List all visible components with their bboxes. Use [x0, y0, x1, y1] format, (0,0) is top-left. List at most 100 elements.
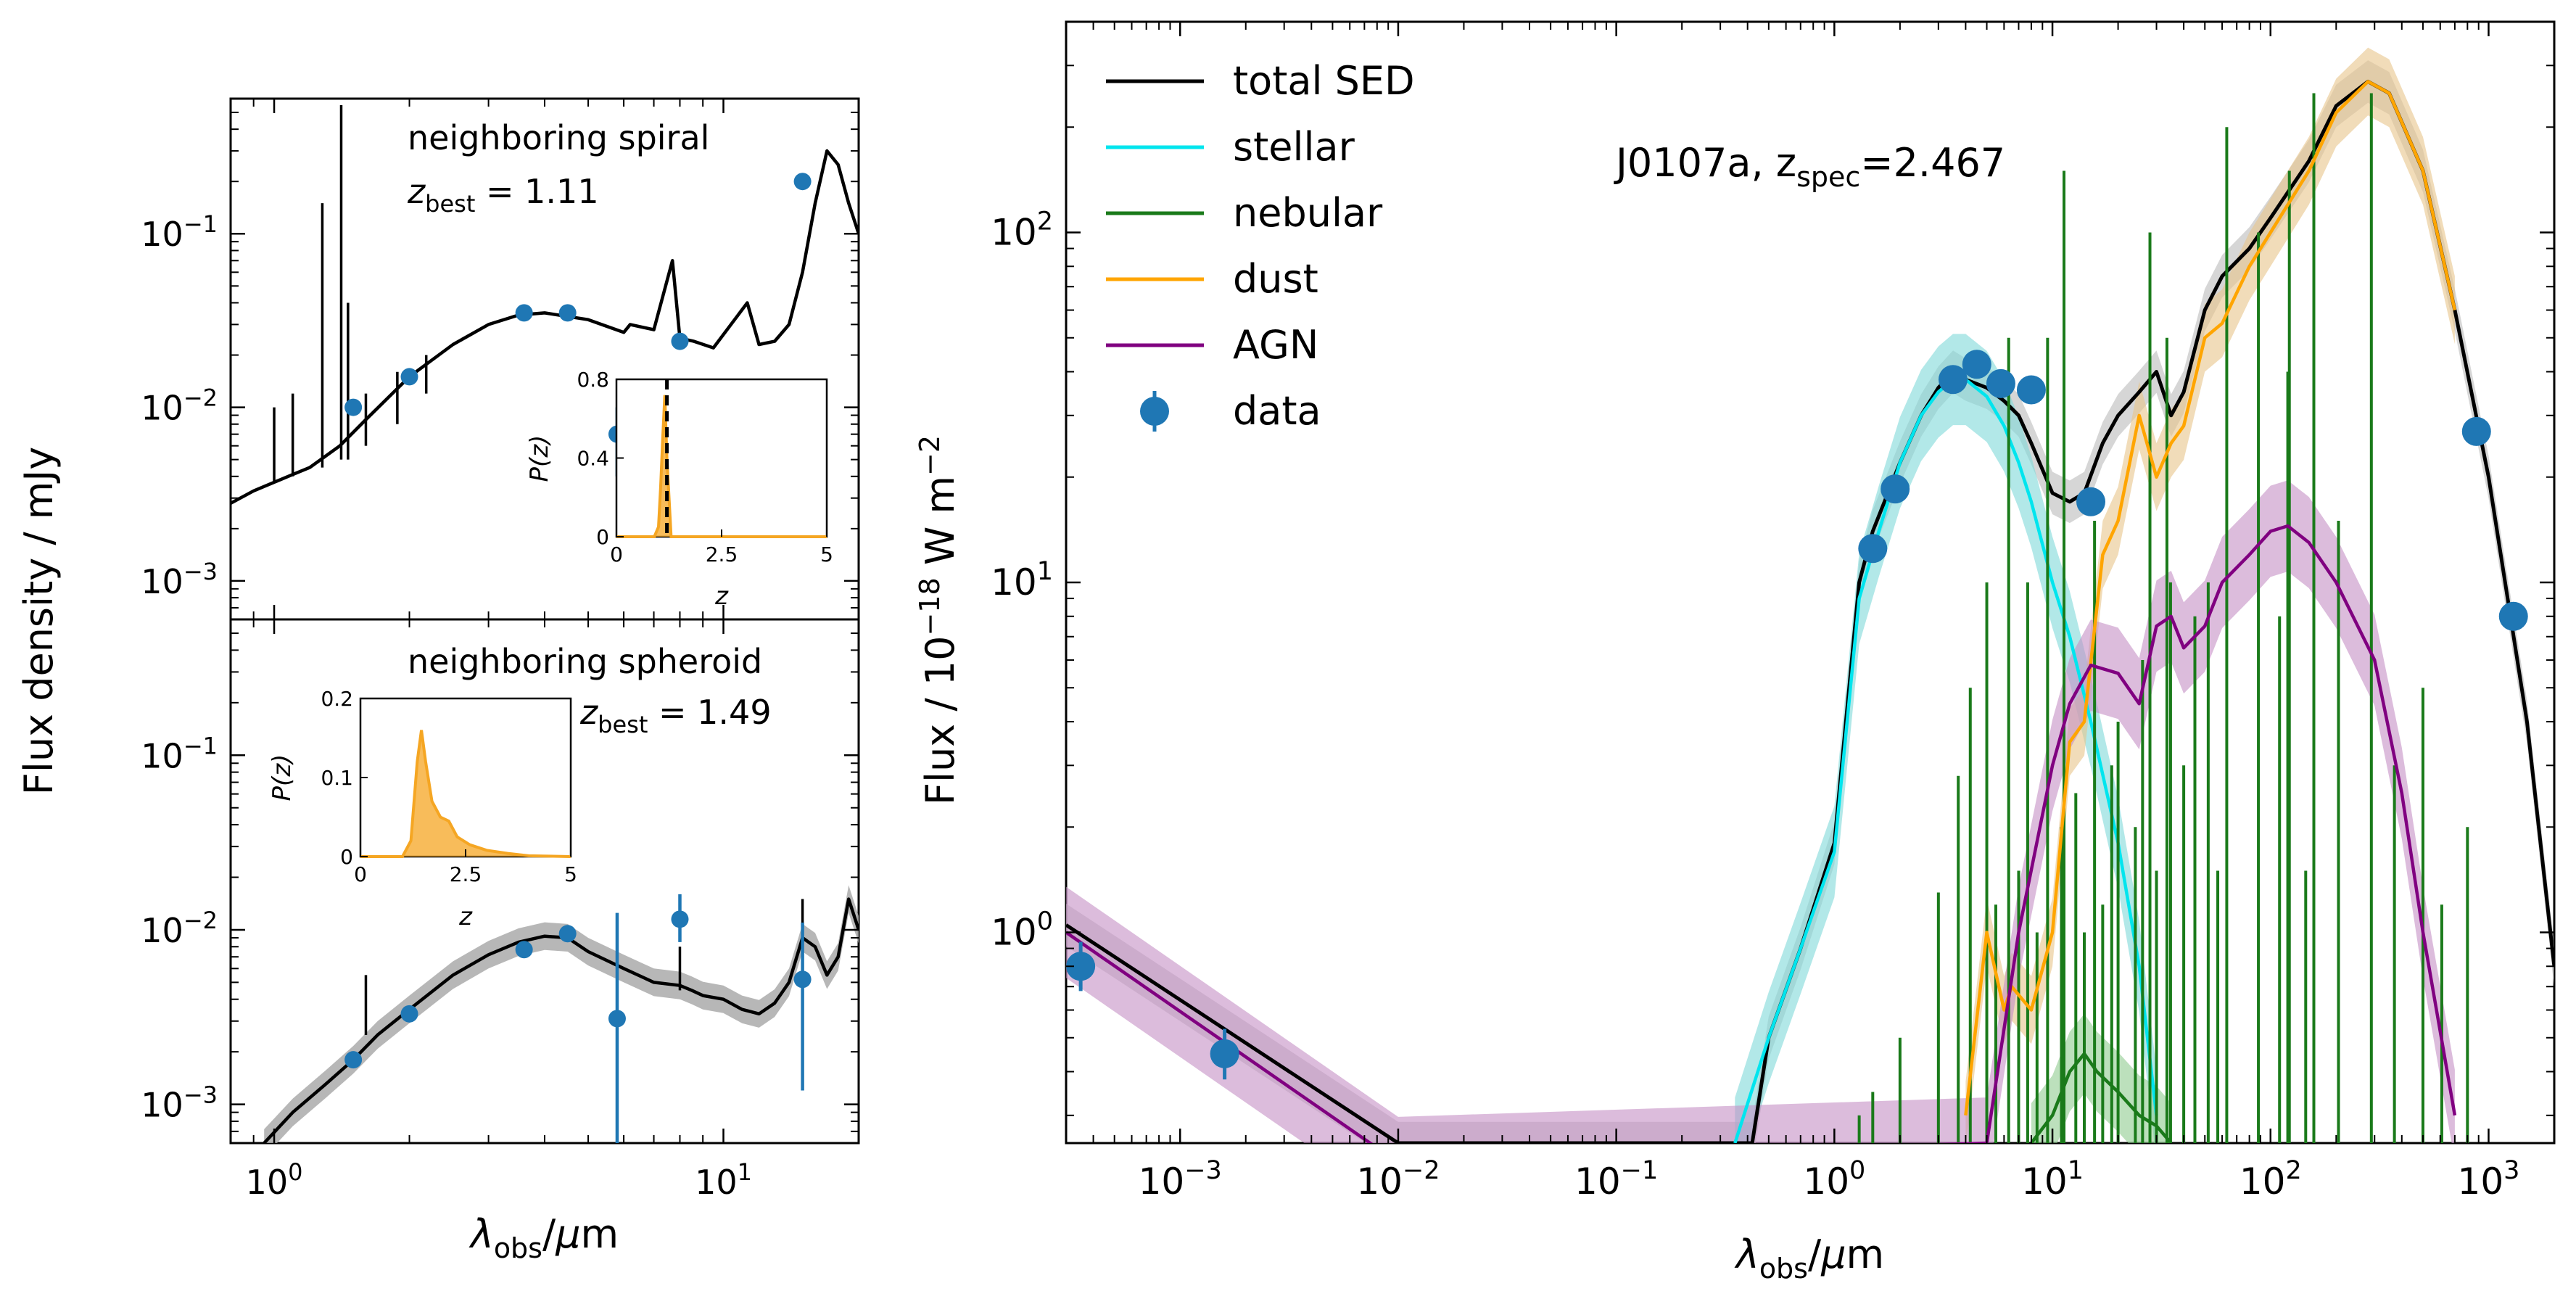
left-xlabel-sub: obs [494, 1232, 542, 1264]
spheroid-inset-frame [359, 697, 572, 858]
y-tick-label-base: 10 [141, 736, 183, 775]
dust-uncertainty-band [1965, 47, 2455, 1143]
data-point [1210, 1039, 1239, 1068]
data-point [515, 941, 533, 959]
total-sed-curve [263, 897, 859, 1143]
data-point [2498, 601, 2528, 631]
data-point [1858, 534, 1888, 564]
spiral-inset-xlabel: z [714, 582, 729, 611]
y-tick-label-base: 10 [991, 912, 1037, 954]
data-point [400, 368, 418, 386]
y-tick-label-exp: −3 [183, 558, 218, 585]
x-tick-label-base: 10 [2021, 1160, 2068, 1203]
inset-x-tick-label: 2.5 [450, 862, 482, 886]
y-tick-label: 100 [991, 907, 1053, 954]
data-point [344, 1051, 363, 1069]
x-tick-label-exp: 1 [2068, 1156, 2084, 1185]
nebular-curve [2030, 1052, 2173, 1143]
J0107a-annotation-name: J0107a, z [1614, 140, 1796, 186]
spiral-zbest-value: = 1.11 [475, 172, 598, 211]
left-ylabel: Flux density / mJy [16, 447, 62, 795]
x-tick-label-exp: 1 [738, 1158, 752, 1186]
spiral-title: neighboring spiral [408, 118, 709, 157]
left-xlabel-mu: μ [555, 1211, 580, 1257]
x-tick-label-exp: −3 [1184, 1156, 1222, 1185]
right-xlabel-m: m [1846, 1232, 1885, 1277]
x-tick-label-base: 10 [1139, 1160, 1185, 1203]
dust-curve [1964, 80, 2457, 1116]
data-point [793, 970, 812, 989]
x-tick-label-base: 10 [246, 1163, 289, 1202]
x-tick-label-exp: 2 [2285, 1156, 2301, 1185]
x-tick-label-base: 10 [1803, 1160, 1849, 1203]
legend-data-label: data [1233, 388, 1321, 434]
right-xlabel-sub: obs [1759, 1253, 1808, 1285]
y-tick-label: 10−3 [141, 558, 218, 601]
x-tick-label-exp: 3 [2503, 1156, 2519, 1185]
y-tick-label-base: 10 [991, 561, 1037, 603]
spheroid-zbest-label: zbest = 1.49 [579, 693, 772, 738]
data-point [671, 332, 689, 350]
data-point [558, 925, 577, 943]
y-tick-label-base: 10 [141, 389, 183, 428]
right-xlabel: λobs/μm [1734, 1232, 1884, 1285]
total-sed-uncertainty-band [264, 885, 859, 1143]
spiral-zbest-prefix: z [407, 172, 426, 211]
data-point [558, 304, 577, 322]
data-point [400, 1005, 418, 1023]
y-tick-label-exp: −1 [183, 210, 218, 238]
spheroid-zbest-sub: best [598, 711, 648, 738]
inset-y-tick-label: 0.4 [577, 447, 609, 471]
x-tick-label-base: 10 [695, 1163, 738, 1202]
legend: total SED stellar nebular dust AGN data [1106, 58, 1415, 434]
data-point [2016, 375, 2046, 405]
y-tick-label-base: 10 [141, 215, 183, 254]
total-sed-curve [231, 149, 859, 505]
x-tick-label-exp: 0 [288, 1158, 302, 1186]
legend-agn-label: AGN [1233, 322, 1318, 368]
data-point [1986, 368, 2015, 398]
x-tick-label-exp: −2 [1403, 1156, 1440, 1185]
data-point [515, 304, 533, 322]
y-tick-label: 10−3 [141, 1081, 218, 1125]
data-point [671, 910, 689, 928]
J0107a-annotation: J0107a, zspec=2.467 [1614, 140, 2005, 193]
x-tick-label: 10−2 [1356, 1156, 1440, 1203]
y-tick-label: 10−2 [141, 907, 218, 950]
spiral-zbest-sub: best [425, 190, 475, 218]
pz-curve [616, 395, 827, 538]
inset-x-tick-label: 2.5 [706, 543, 738, 566]
x-tick-label: 101 [695, 1158, 752, 1202]
y-tick-label-exp: −1 [183, 732, 218, 759]
data-point [1938, 365, 1968, 395]
y-tick-label-exp: 0 [1037, 907, 1053, 936]
inset-y-tick-label: 0.2 [321, 687, 353, 711]
y-tick-label: 101 [991, 557, 1053, 603]
data-point [608, 1010, 626, 1028]
x-tick-label-exp: 0 [1849, 1156, 1865, 1185]
data-point [1881, 474, 1910, 504]
data-point [793, 173, 812, 191]
legend-stellar-label: stellar [1233, 124, 1355, 170]
y-tick-label: 10−1 [141, 732, 218, 775]
data-point [2461, 416, 2491, 446]
data-point [1066, 952, 1096, 981]
inset-y-tick-label: 0.1 [321, 766, 353, 790]
x-tick-label-exp: −1 [1621, 1156, 1659, 1185]
J0107a-annotation-sub: spec [1796, 161, 1860, 193]
data-point [1962, 350, 1991, 379]
right-ylabel-text: Flux / 10 [917, 636, 963, 805]
x-tick-label: 10−1 [1574, 1156, 1658, 1203]
spheroid-inset-xlabel: z [458, 902, 473, 931]
inset-x-tick-label: 5 [820, 543, 833, 566]
inset-y-tick-label: 0 [596, 525, 609, 549]
legend-dust-label: dust [1233, 256, 1318, 302]
right-xlabel-unit: / [1808, 1232, 1822, 1277]
y-tick-label-exp: 1 [1037, 557, 1053, 586]
left-xlabel-lambda: λ [468, 1211, 494, 1257]
spheroid-zbest-value: = 1.49 [648, 693, 771, 732]
inset-y-tick-label: 0 [340, 845, 353, 869]
right-xlabel-lambda: λ [1734, 1232, 1759, 1277]
spheroid-pz-inset: 0 2.5 5 0 0.1 0.2 P(z) z [268, 687, 577, 931]
